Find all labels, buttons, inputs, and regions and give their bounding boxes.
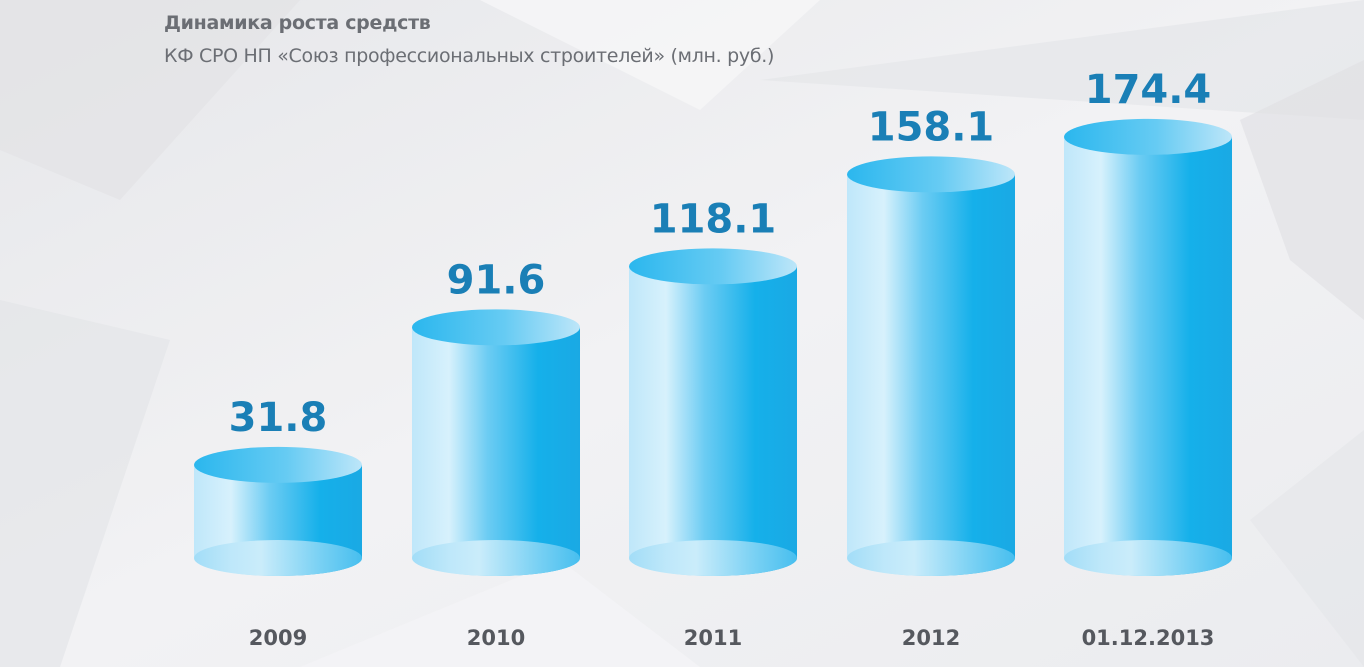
value-label: 158.1 <box>868 104 995 150</box>
category-label: 2011 <box>684 626 742 650</box>
chart-subtitle: КФ СРО НП «Союз профессиональных строите… <box>164 45 775 67</box>
category-label: 2009 <box>249 626 307 650</box>
bar-2009: 31.8 2009 <box>194 395 362 650</box>
bar-body <box>1064 136 1232 576</box>
bar-body <box>847 174 1015 576</box>
value-label: 31.8 <box>229 395 328 441</box>
bar-top <box>194 446 362 483</box>
bar-top <box>629 248 797 285</box>
bar-body <box>629 266 797 576</box>
bar-base <box>847 540 1015 576</box>
value-label: 174.4 <box>1085 67 1212 113</box>
bar-body <box>412 327 580 576</box>
category-label: 01.12.2013 <box>1082 626 1215 650</box>
category-label: 2010 <box>467 626 525 650</box>
category-label: 2012 <box>902 626 960 650</box>
bar-top <box>847 156 1015 193</box>
value-label: 118.1 <box>650 196 777 242</box>
value-label: 91.6 <box>447 257 546 303</box>
bar-2012: 158.1 2012 <box>847 104 1015 650</box>
bar-base <box>194 540 362 576</box>
chart-title: Динамика роста средств <box>164 12 431 34</box>
bar-base <box>1064 540 1232 576</box>
bar-top <box>1064 118 1232 155</box>
bar-2011: 118.1 2011 <box>629 196 797 650</box>
bar-base <box>629 540 797 576</box>
bar-2010: 91.6 2010 <box>412 257 580 650</box>
bar-base <box>412 540 580 576</box>
bar-top <box>412 309 580 346</box>
bar-01.12.2013: 174.4 01.12.2013 <box>1064 67 1232 650</box>
